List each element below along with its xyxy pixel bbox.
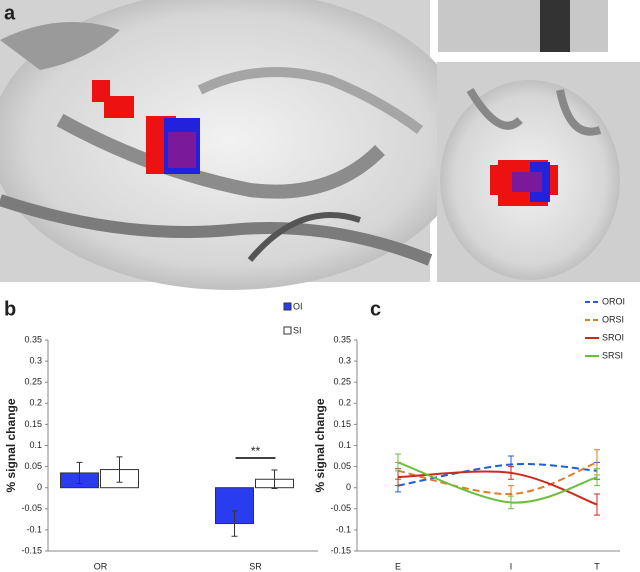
y-axis-label: % signal change [4,398,18,492]
panel-label: c [370,298,381,320]
legend-swatch [283,326,292,335]
y-tick-label: 0.05 [24,461,42,471]
y-tick-label: 0.1 [338,440,351,450]
y-tick-label: 0.3 [338,355,351,365]
legend-label: OROI [602,296,625,306]
y-tick-label: 0.15 [333,419,351,429]
error-bar [76,461,83,484]
y-tick-label: -0.15 [330,545,351,555]
x-tick-label: E [395,561,401,571]
y-tick-label: -0.05 [21,503,42,513]
error-bar [508,466,514,480]
y-tick-label: 0 [37,482,42,492]
y-tick-label: 0.25 [333,377,351,387]
y-tick-label: 0 [346,482,351,492]
y-tick-label: 0.15 [24,419,42,429]
x-tick-label: SR [249,561,262,571]
panel-label: b [4,298,16,320]
error-bar [594,493,600,516]
y-tick-label: -0.05 [330,503,351,513]
legend-label: SRSI [602,350,623,360]
y-tick-label: 0.1 [29,440,42,450]
y-tick-label: 0.3 [29,355,42,365]
y-tick-label: 0.25 [24,377,42,387]
error-bar [395,453,401,472]
annotation: ** [251,444,261,458]
panel-label: a [4,2,16,24]
y-tick-label: -0.15 [21,545,42,555]
legend-label: OI [293,301,303,311]
y-tick-label: 0.35 [333,334,351,344]
y-axis-label: % signal change [313,398,327,492]
error-bar [508,495,514,510]
x-tick-label: T [594,561,600,571]
y-tick-label: 0.2 [338,398,351,408]
error-bar [231,510,238,537]
y-tick-label: -0.1 [335,524,351,534]
error-bar [271,469,278,490]
y-tick-label: 0.35 [24,334,42,344]
x-tick-label: OR [94,561,108,571]
line [397,461,598,504]
legend-label: SI [293,325,302,335]
y-tick-label: -0.1 [26,524,42,534]
brain-images [0,0,640,290]
legend-label: ORSI [602,314,624,324]
error-bar [594,468,600,487]
legend-label: SROI [602,332,624,342]
error-bar [116,456,123,483]
x-tick-label: I [510,561,513,571]
y-tick-label: 0.2 [29,398,42,408]
legend-swatch [283,302,292,311]
y-tick-label: 0.05 [333,461,351,471]
